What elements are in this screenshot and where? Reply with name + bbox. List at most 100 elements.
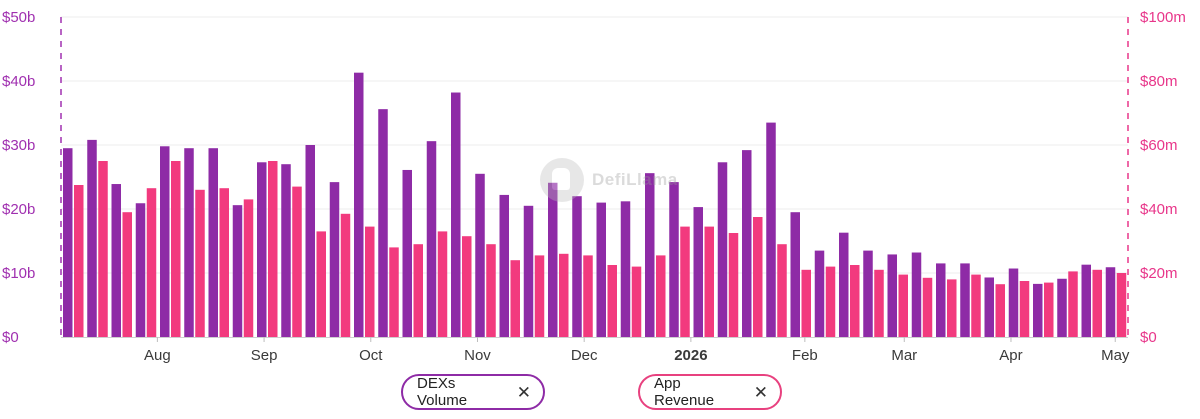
- bar-app-revenue: [801, 269, 811, 337]
- bar-dexs-volume: [1057, 278, 1067, 337]
- legend-label: DEXs Volume: [417, 375, 468, 409]
- bar-app-revenue: [971, 274, 981, 337]
- x-tick-label: Nov: [464, 347, 491, 364]
- bar-app-revenue: [171, 161, 181, 337]
- x-tick-label: Oct: [359, 347, 383, 364]
- bar-dexs-volume: [499, 194, 509, 337]
- bar-dexs-volume: [1105, 267, 1116, 337]
- bar-app-revenue: [1044, 282, 1054, 337]
- bar-dexs-volume: [572, 196, 582, 337]
- bar-app-revenue: [534, 255, 545, 337]
- y-left-tick-label: $20b: [2, 201, 35, 218]
- bar-dexs-volume: [160, 146, 170, 337]
- bar-dexs-volume: [596, 202, 606, 337]
- y-left-tick-label: $50b: [2, 9, 35, 26]
- bar-dexs-volume: [426, 141, 437, 337]
- bar-app-revenue: [268, 161, 278, 337]
- close-icon[interactable]: ✕: [753, 382, 768, 402]
- bar-dexs-volume: [742, 150, 752, 337]
- close-icon[interactable]: ✕: [516, 382, 531, 402]
- bar-dexs-volume: [790, 212, 800, 337]
- bar-app-revenue: [462, 236, 472, 337]
- x-tick-label: Feb: [792, 347, 818, 364]
- bar-dexs-volume: [523, 205, 534, 337]
- bar-dexs-volume: [645, 173, 655, 337]
- bar-dexs-volume: [839, 232, 849, 337]
- bar-app-revenue: [995, 284, 1005, 337]
- bar-app-revenue: [631, 266, 642, 337]
- y-right-tick-label: $0: [1140, 329, 1157, 346]
- bar-dexs-volume: [378, 109, 388, 337]
- bar-dexs-volume: [232, 205, 243, 337]
- bar-dexs-volume: [548, 182, 558, 337]
- bar-dexs-volume: [281, 164, 291, 337]
- bar-dexs-volume: [717, 162, 728, 337]
- bar-dexs-volume: [184, 148, 194, 337]
- bar-dexs-volume: [208, 148, 218, 337]
- bar-dexs-volume: [960, 263, 970, 337]
- bar-app-revenue: [583, 255, 593, 337]
- bar-app-revenue: [898, 274, 908, 337]
- bar-app-revenue: [874, 269, 884, 337]
- bar-app-revenue: [656, 255, 666, 337]
- bar-app-revenue: [704, 226, 714, 337]
- bar-dexs-volume: [693, 207, 703, 337]
- bar-dexs-volume: [887, 254, 897, 337]
- y-left-tick-label: $10b: [2, 265, 35, 282]
- bar-dexs-volume: [1008, 268, 1019, 337]
- y-right-tick-label: $80m: [1140, 73, 1178, 90]
- bar-dexs-volume: [135, 203, 146, 337]
- bar-app-revenue: [292, 186, 302, 337]
- bar-dexs-volume: [111, 184, 121, 337]
- bar-dexs-volume: [329, 182, 340, 337]
- bar-dexs-volume: [620, 201, 631, 337]
- bar-app-revenue: [98, 161, 108, 337]
- legend-dexs-volume[interactable]: DEXs Volume ✕: [401, 374, 545, 410]
- bar-dexs-volume: [911, 252, 922, 337]
- y-right-tick-label: $40m: [1140, 201, 1178, 218]
- bar-app-revenue: [607, 265, 617, 337]
- watermark: DefiLlama: [540, 158, 678, 202]
- bar-app-revenue: [340, 213, 351, 337]
- bar-app-revenue: [777, 244, 787, 337]
- bar-app-revenue: [947, 279, 957, 337]
- x-tick-label: Mar: [891, 347, 917, 364]
- bars: [63, 72, 1127, 338]
- bar-dexs-volume: [984, 277, 994, 337]
- x-tick-label: 2026: [674, 347, 707, 364]
- x-tick-label: Apr: [999, 347, 1022, 364]
- y-left-tick-label: $0: [2, 329, 19, 346]
- bar-app-revenue: [728, 233, 739, 337]
- bar-app-revenue: [146, 188, 157, 337]
- bar-dexs-volume: [936, 263, 946, 337]
- bar-app-revenue: [1068, 271, 1078, 337]
- bar-dexs-volume: [1081, 264, 1091, 337]
- y-left-tick-label: $40b: [2, 73, 35, 90]
- bar-app-revenue: [365, 226, 375, 337]
- y-right-tick-label: $60m: [1140, 137, 1178, 154]
- x-tick-label: Dec: [571, 347, 598, 364]
- y-axis-labels: $0 $10b $20b $30b $40b $50b $0 $20m $40m $60m $80m…: [2, 9, 1186, 346]
- bar-dexs-volume: [475, 173, 485, 337]
- x-axis-labels: Aug Sep Oct Nov Dec 2026 Feb Mar Apr May: [144, 347, 1130, 364]
- bar-dexs-volume: [257, 162, 267, 337]
- bar-dexs-volume: [669, 182, 679, 337]
- llama-icon: [540, 158, 584, 202]
- bar-dexs-volume: [1033, 283, 1043, 337]
- bar-app-revenue: [122, 212, 132, 337]
- bar-dexs-volume: [766, 122, 776, 337]
- bar-app-revenue: [316, 231, 326, 337]
- bar-dexs-volume: [451, 92, 461, 338]
- bar-dexs-volume: [354, 72, 364, 338]
- legend-app-revenue[interactable]: App Revenue ✕: [638, 374, 782, 410]
- bar-app-revenue: [413, 244, 423, 337]
- bar-app-revenue: [753, 217, 763, 337]
- x-tick-label: Aug: [144, 347, 171, 364]
- bar-app-revenue: [825, 266, 836, 337]
- x-tick-label: Sep: [251, 347, 278, 364]
- bar-app-revenue: [559, 253, 569, 337]
- bar-app-revenue: [243, 199, 254, 337]
- bar-app-revenue: [680, 226, 690, 337]
- bar-app-revenue: [219, 188, 229, 337]
- x-tick-label: May: [1101, 347, 1130, 364]
